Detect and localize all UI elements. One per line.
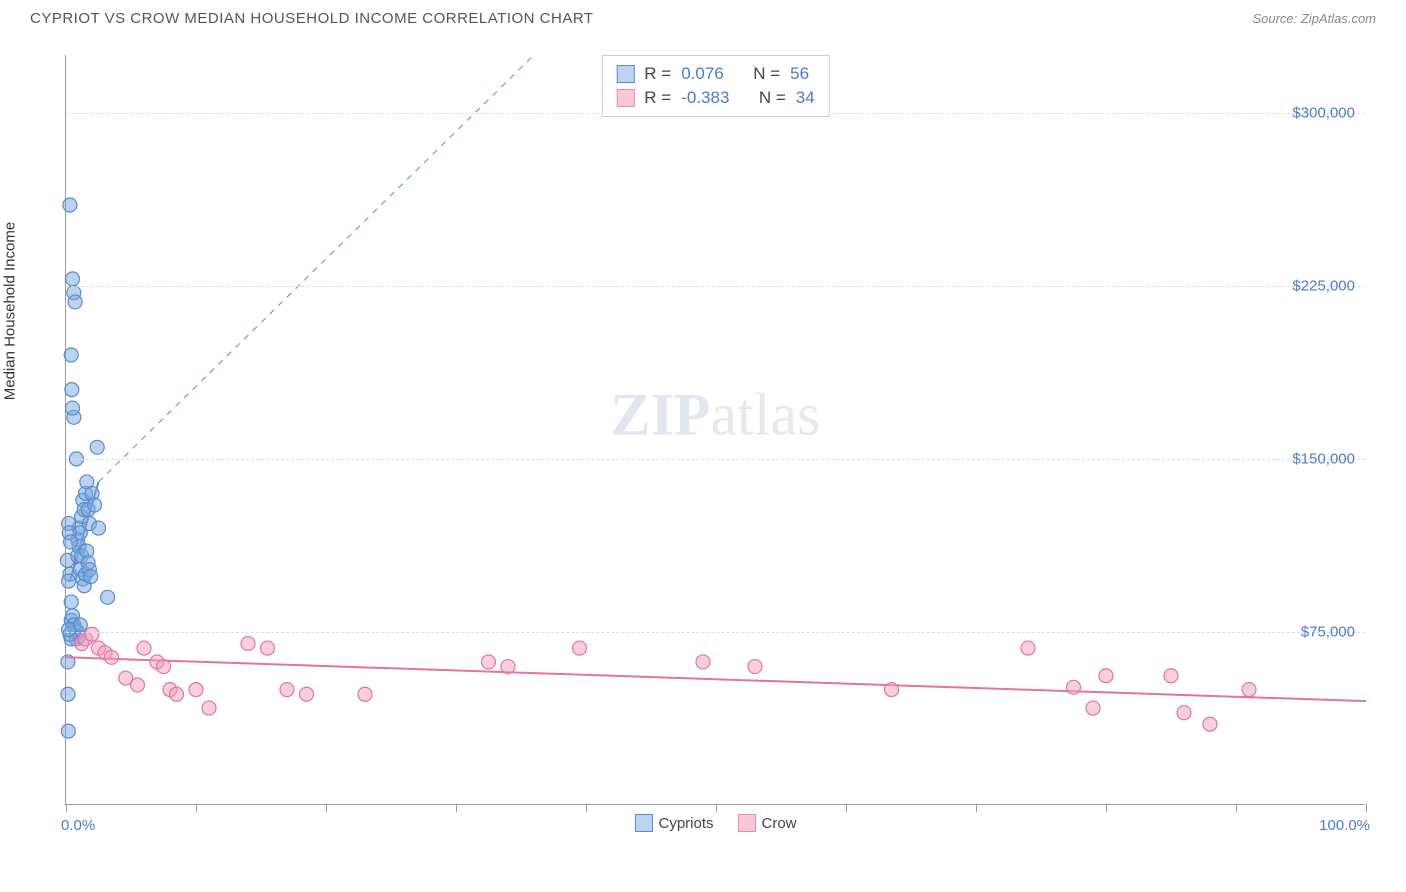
stats-row-crow: R = -0.383 N = 34	[616, 86, 814, 110]
data-point	[62, 623, 76, 637]
data-point	[280, 683, 294, 697]
legend-item-crow: Crow	[738, 814, 797, 832]
data-point	[65, 383, 79, 397]
data-point	[68, 295, 82, 309]
data-point	[88, 498, 102, 512]
data-point	[501, 660, 515, 674]
stats-legend-box: R = 0.076 N = 56 R = -0.383 N = 34	[601, 55, 829, 117]
data-point	[261, 641, 275, 655]
data-point	[189, 683, 203, 697]
bottom-legend: Cypriots Crow	[634, 814, 796, 832]
y-axis-title: Median Household Income	[2, 221, 19, 399]
x-tick	[196, 804, 197, 812]
data-point	[66, 401, 80, 415]
y-tick-label: $150,000	[1292, 450, 1355, 467]
data-point	[137, 641, 151, 655]
x-tick	[66, 804, 67, 812]
data-point	[1067, 680, 1081, 694]
gridline	[66, 632, 1365, 633]
data-point	[1242, 683, 1256, 697]
x-tick	[716, 804, 717, 812]
data-point	[131, 678, 145, 692]
data-point	[101, 590, 115, 604]
data-point	[202, 701, 216, 715]
data-point	[1177, 706, 1191, 720]
x-tick	[456, 804, 457, 812]
y-tick-label: $225,000	[1292, 277, 1355, 294]
source-attribution: Source: ZipAtlas.com	[1252, 11, 1376, 26]
x-axis-max-label: 100.0%	[1319, 817, 1370, 834]
x-tick	[1366, 804, 1367, 812]
x-tick	[586, 804, 587, 812]
swatch-cypriots	[616, 65, 634, 83]
data-point	[241, 636, 255, 650]
x-tick	[976, 804, 977, 812]
x-tick	[1106, 804, 1107, 812]
data-point	[84, 570, 98, 584]
data-point	[170, 687, 184, 701]
data-point	[1086, 701, 1100, 715]
plot-svg	[66, 55, 1365, 804]
data-point	[64, 348, 78, 362]
data-point	[482, 655, 496, 669]
data-point	[157, 660, 171, 674]
data-point	[105, 650, 119, 664]
data-point	[61, 724, 75, 738]
data-point	[90, 440, 104, 454]
x-tick	[1236, 804, 1237, 812]
gridline	[66, 459, 1365, 460]
data-point	[1164, 669, 1178, 683]
data-point	[300, 687, 314, 701]
data-point	[358, 687, 372, 701]
data-point	[696, 655, 710, 669]
x-tick	[326, 804, 327, 812]
data-point	[1203, 717, 1217, 731]
y-tick-label: $300,000	[1292, 104, 1355, 121]
x-axis-min-label: 0.0%	[61, 817, 95, 834]
legend-swatch-crow	[738, 814, 756, 832]
swatch-crow	[616, 89, 634, 107]
legend-item-cypriots: Cypriots	[634, 814, 713, 832]
data-point	[64, 535, 78, 549]
data-point	[63, 198, 77, 212]
data-point	[85, 627, 99, 641]
data-point	[573, 641, 587, 655]
data-point	[61, 687, 75, 701]
data-point	[885, 683, 899, 697]
chart-container: Median Household Income ZIPatlas R = 0.0…	[20, 35, 1386, 845]
y-tick-label: $75,000	[1301, 623, 1355, 640]
data-point	[748, 660, 762, 674]
data-point	[92, 521, 106, 535]
data-point	[62, 574, 76, 588]
plot-region: ZIPatlas R = 0.076 N = 56 R = -0.383 N =…	[65, 55, 1365, 805]
data-point	[64, 595, 78, 609]
data-point	[1099, 669, 1113, 683]
gridline	[66, 286, 1365, 287]
legend-swatch-cypriots	[634, 814, 652, 832]
data-point	[66, 272, 80, 286]
x-tick	[846, 804, 847, 812]
chart-title: CYPRIOT VS CROW MEDIAN HOUSEHOLD INCOME …	[30, 10, 594, 27]
data-point	[1021, 641, 1035, 655]
stats-row-cypriots: R = 0.076 N = 56	[616, 62, 814, 86]
trend-line-dashed	[99, 55, 535, 482]
